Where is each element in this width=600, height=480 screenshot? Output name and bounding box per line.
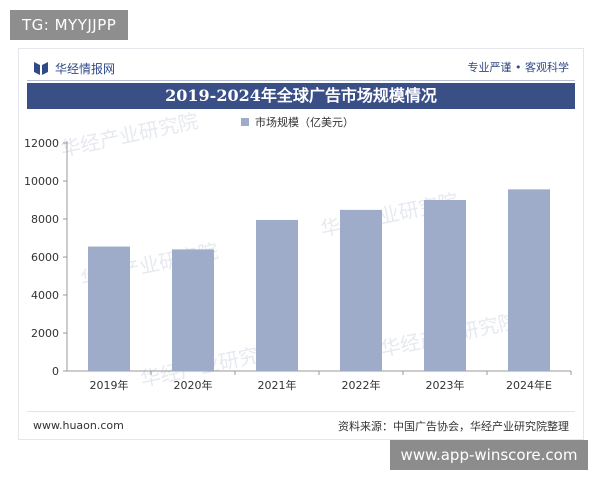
footer-url[interactable]: www.huaon.com — [33, 419, 124, 432]
slogan: 专业严谨 • 客观科学 — [467, 61, 569, 74]
tg-tag: TG: MYYJJPP — [10, 10, 129, 40]
site-badge: www.app-winscore.com — [390, 440, 588, 470]
bar — [508, 189, 550, 371]
footer-source: 资料来源：中国广告协会，华经产业研究院整理 — [338, 419, 569, 433]
y-tick-label: 2000 — [31, 327, 59, 340]
y-tick-label: 8000 — [31, 213, 59, 226]
y-tick-label: 0 — [52, 365, 59, 378]
bar-chart: 0 2000 4000 6000 8000 10000 12000 2019年 2020年 202… — [24, 137, 572, 392]
bar — [256, 219, 298, 371]
brand: 华经情报网 — [33, 57, 115, 79]
x-tick-label: 2019年 — [90, 378, 129, 392]
bar — [172, 249, 214, 371]
brand-logo-icon — [34, 62, 48, 75]
footer: www.huaon.com 资料来源：中国广告协会，华经产业研究院整理 — [27, 411, 575, 439]
legend: 市场规模（亿美元） — [241, 113, 354, 131]
bar — [340, 209, 382, 371]
header-divider — [27, 80, 575, 81]
legend-label: 市场规模（亿美元） — [255, 116, 354, 129]
legend-swatch — [241, 118, 249, 126]
chart-card: 华经情报网 专业严谨 • 客观科学 2019-2024年全球广告市场规模情况 市… — [18, 48, 584, 440]
y-tick-label: 10000 — [24, 175, 59, 188]
chart-title: 2019-2024年全球广告市场规模情况 — [27, 83, 575, 109]
y-tick-label: 4000 — [31, 289, 59, 302]
x-tick-label: 2020年 — [174, 378, 213, 392]
x-tick-label: 2022年 — [342, 378, 381, 392]
brand-name: 华经情报网 — [55, 61, 116, 76]
bar — [424, 200, 466, 371]
x-tick-label: 2024年E — [506, 378, 552, 392]
x-tick-label: 2023年 — [426, 378, 465, 392]
x-tick-label: 2021年 — [258, 378, 297, 392]
y-tick-label: 12000 — [24, 137, 59, 150]
bar — [88, 246, 130, 371]
y-tick-label: 6000 — [31, 251, 59, 264]
